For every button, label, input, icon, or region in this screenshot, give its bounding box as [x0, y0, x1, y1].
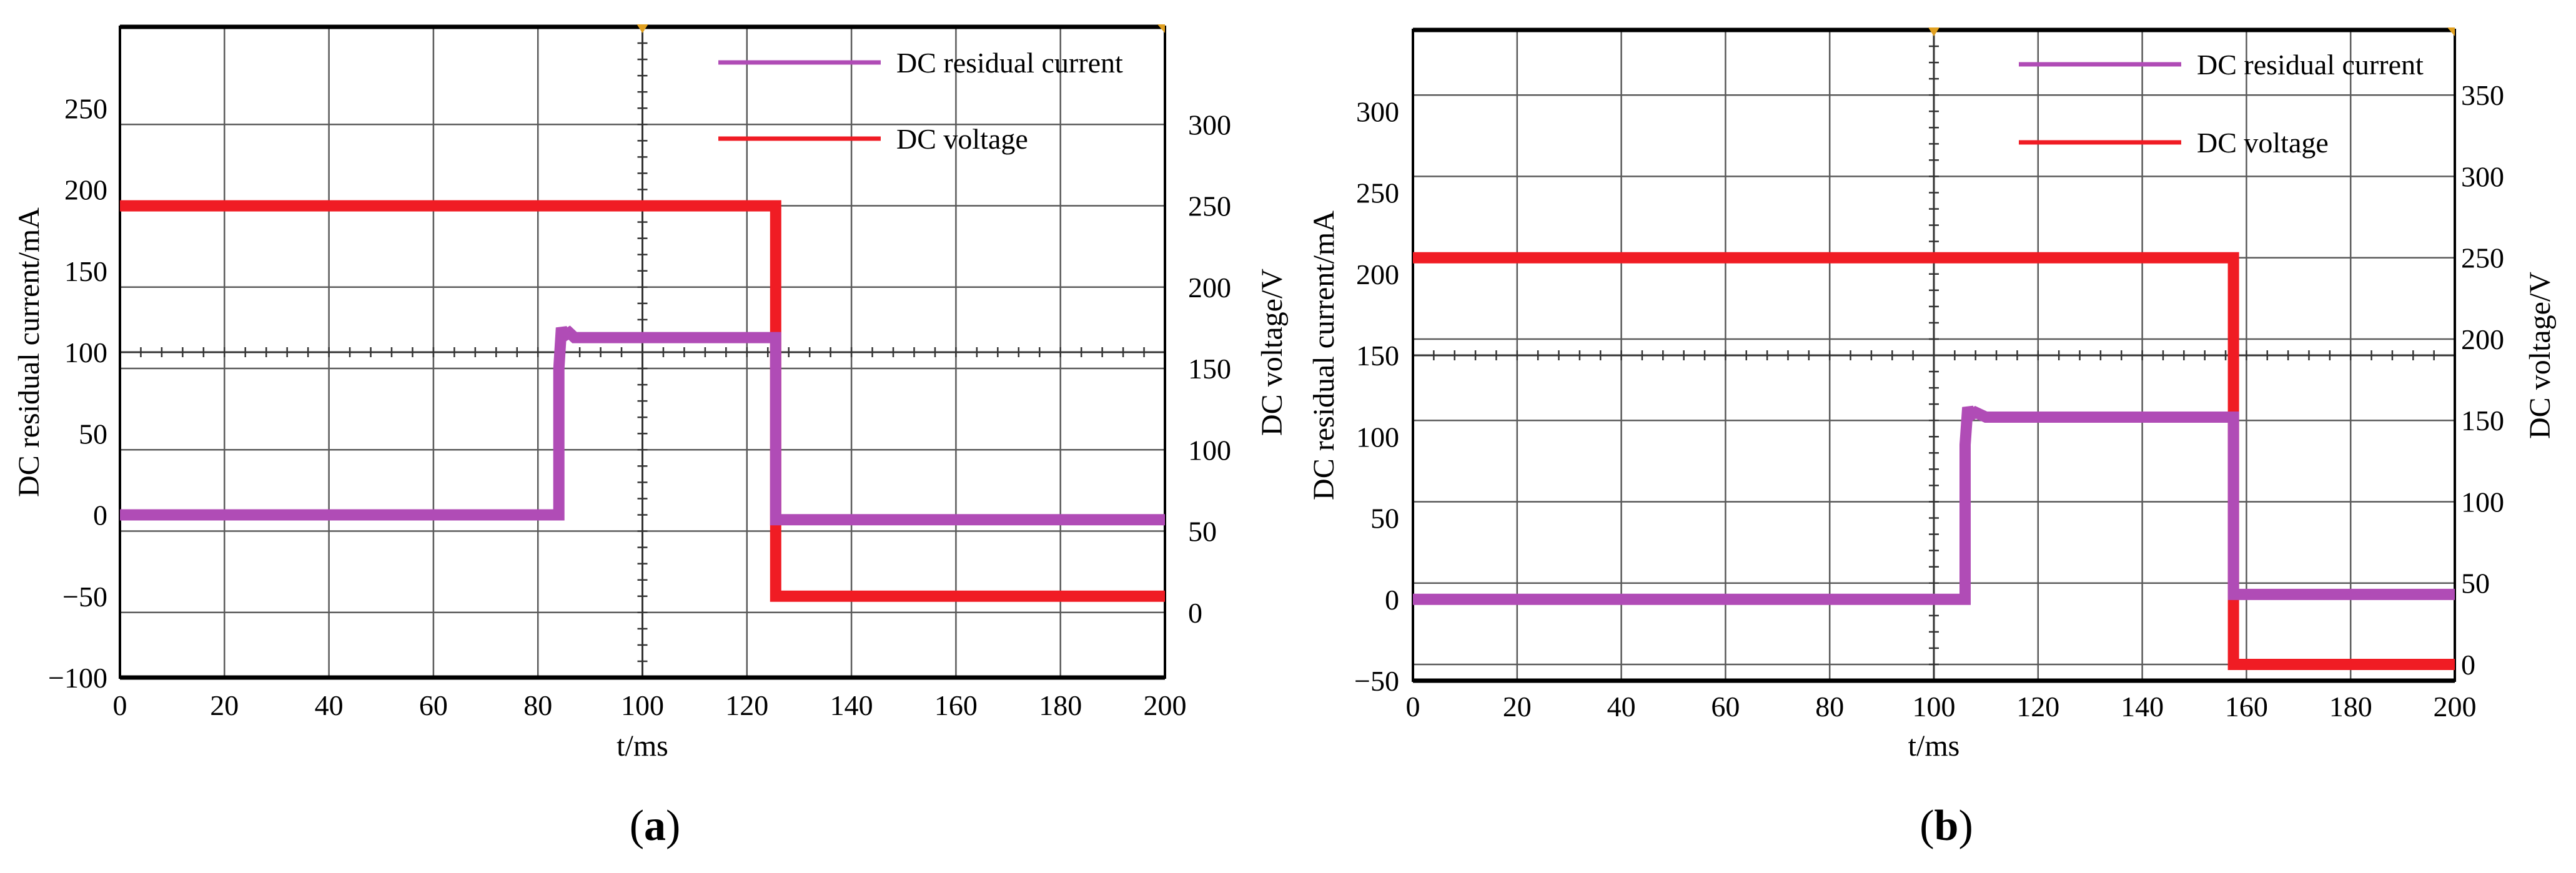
legend-label-voltage: DC voltage — [896, 123, 1028, 155]
x-tick-label: 80 — [1815, 691, 1844, 723]
y-tick-label: 300 — [1356, 96, 1399, 127]
y-tick-label: 250 — [1356, 177, 1399, 209]
x-tick-label: 20 — [210, 689, 239, 721]
y2-axis-label: DC voltage/V — [2524, 272, 2557, 439]
x-tick-label: 160 — [934, 689, 978, 721]
panel-label-letter: a — [644, 802, 666, 850]
y2-tick-label: 100 — [1188, 434, 1231, 466]
y-tick-label: 0 — [93, 500, 107, 531]
y-tick-label: −100 — [48, 662, 107, 694]
x-tick-label: 200 — [1144, 689, 1187, 721]
y-tick-label: 100 — [1356, 421, 1399, 453]
x-tick-label: 100 — [621, 689, 664, 721]
x-tick-label: 0 — [113, 689, 127, 721]
y2-tick-label: 0 — [1188, 597, 1202, 629]
y-tick-label: 200 — [1356, 259, 1399, 290]
panel-label: (b) — [1920, 802, 1973, 850]
y2-tick-label: 100 — [2461, 486, 2504, 518]
x-axis-label: t/ms — [617, 729, 668, 762]
y2-tick-label: 50 — [2461, 568, 2490, 599]
y2-tick-label: 350 — [2461, 79, 2504, 111]
x-tick-label: 140 — [830, 689, 873, 721]
legend-label-voltage: DC voltage — [2197, 127, 2329, 159]
x-tick-label: 0 — [1406, 691, 1420, 723]
y-tick-label: 0 — [1385, 584, 1399, 616]
legend-label-current: DC residual current — [896, 47, 1123, 79]
y-tick-label: 200 — [64, 174, 107, 206]
y2-tick-label: 300 — [2461, 160, 2504, 192]
y2-tick-label: 200 — [1188, 272, 1231, 303]
y2-tick-label: 200 — [2461, 323, 2504, 355]
x-tick-label: 60 — [1711, 691, 1740, 723]
x-tick-label: 60 — [419, 689, 448, 721]
y-tick-label: −50 — [62, 581, 107, 613]
x-tick-label: 40 — [315, 689, 344, 721]
y2-tick-label: 300 — [1188, 109, 1231, 141]
panel-label: (a) — [630, 802, 681, 850]
x-tick-label: 160 — [2225, 691, 2268, 723]
y-tick-label: 150 — [1356, 340, 1399, 372]
y-tick-label: 50 — [1370, 503, 1399, 535]
y2-axis-label: DC voltage/V — [1256, 269, 1289, 436]
y-tick-label: 150 — [64, 255, 107, 287]
y2-tick-label: 250 — [1188, 190, 1231, 222]
x-tick-label: 40 — [1607, 691, 1636, 723]
y2-tick-label: 50 — [1188, 516, 1217, 548]
y2-tick-label: 150 — [2461, 405, 2504, 436]
y2-tick-label: 0 — [2461, 649, 2475, 681]
legend-label-current: DC residual current — [2197, 49, 2424, 81]
x-tick-label: 20 — [1503, 691, 1532, 723]
y-axis-label: DC residual current/mA — [12, 207, 46, 497]
y-tick-label: −50 — [1354, 665, 1399, 697]
x-tick-label: 120 — [2016, 691, 2059, 723]
x-tick-label: 80 — [523, 689, 552, 721]
y2-tick-label: 250 — [2461, 242, 2504, 274]
y-axis-label: DC residual current/mA — [1307, 210, 1340, 500]
y-tick-label: 50 — [79, 418, 107, 450]
x-tick-label: 180 — [2329, 691, 2372, 723]
x-tick-label: 140 — [2121, 691, 2164, 723]
y2-tick-label: 150 — [1188, 353, 1231, 385]
x-tick-label: 100 — [1913, 691, 1956, 723]
x-tick-label: 200 — [2434, 691, 2477, 723]
x-tick-label: 120 — [725, 689, 768, 721]
y-tick-label: 100 — [64, 337, 107, 368]
x-axis-label: t/ms — [1908, 729, 1960, 762]
x-tick-label: 180 — [1039, 689, 1082, 721]
panel-label-letter: b — [1934, 802, 1959, 850]
y-tick-label: 250 — [64, 92, 107, 124]
